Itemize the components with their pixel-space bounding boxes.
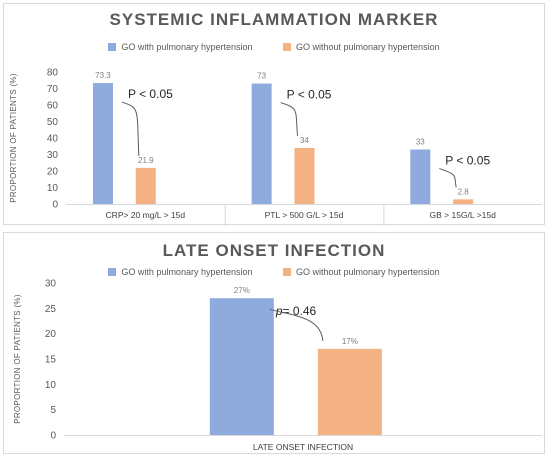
y-axis-label: PROPORTION OF PATIENTS (%): [9, 73, 18, 203]
bar-with-ph: [92, 83, 113, 204]
x-tick-label: PTL > 500 G/L > 15d: [265, 210, 344, 220]
legend-swatch: [283, 43, 291, 51]
legend-swatch: [283, 268, 291, 276]
y-tick-label: 30: [47, 150, 59, 161]
chart-plot-inflammation: 0 10 20 30 40 50 60 70 80 PROPORTION OF PATIENTS …: [9, 68, 542, 226]
data-label: 73.3: [95, 71, 111, 80]
y-tick-label: 10: [45, 380, 57, 391]
data-label: 33: [416, 138, 425, 147]
data-label: 21.9: [138, 156, 154, 165]
y-tick-label: 0: [50, 431, 56, 442]
legend-swatch: [108, 43, 117, 51]
legend-item-without-ph: GO without pulmonary hypertension: [283, 267, 440, 277]
y-tick-label: 5: [50, 405, 56, 416]
chart-panel-infection: LATE ONSET INFECTION GO with pulmonary h…: [3, 232, 545, 454]
significance-connector: [280, 102, 298, 136]
chart-panel-inflammation: SYSTEMIC INFLAMMATION MARKER GO with pul…: [3, 3, 545, 226]
y-tick-label: 80: [47, 68, 59, 79]
chart-title: SYSTEMIC INFLAMMATION MARKER: [109, 10, 439, 29]
legend-label: GO without pulmonary hypertension: [296, 267, 440, 277]
y-tick-label: 0: [52, 200, 58, 211]
significance-connector: [121, 101, 140, 156]
bar-without-ph: [317, 348, 382, 435]
y-tick-label: 10: [47, 183, 59, 194]
chart-legend: GO with pulmonary hypertension GO withou…: [4, 267, 544, 277]
legend-label: GO with pulmonary hypertension: [121, 42, 253, 52]
chart-title: LATE ONSET INFECTION: [162, 241, 386, 260]
y-tick-label: 15: [45, 355, 57, 366]
y-tick-label: 20: [47, 167, 59, 178]
bar-with-ph: [410, 149, 431, 204]
significance-annotation: P < 0.05: [445, 154, 490, 168]
y-axis-label: PROPORTION OF PATIENTS (%): [13, 294, 22, 424]
bar-without-ph: [453, 199, 474, 204]
legend-item-with-ph: GO with pulmonary hypertension: [108, 42, 252, 52]
legend-item-with-ph: GO with pulmonary hypertension: [108, 267, 252, 277]
data-label: 73: [257, 72, 266, 81]
data-label: 2.8: [458, 187, 470, 196]
data-label: 27%: [234, 286, 250, 295]
x-tick-label: CRP> 20 mg/L > 15d: [106, 210, 186, 220]
chart-plot-infection: 0 5 10 15 20 25 30 PROPORTION OF PATIENTS (%) 27…: [13, 279, 542, 452]
bar-with-ph: [209, 298, 274, 435]
chart-legend: GO with pulmonary hypertension GO withou…: [4, 42, 544, 52]
significance-annotation: P < 0.05: [287, 88, 332, 102]
significance-connector: [269, 308, 324, 341]
y-tick-label: 25: [45, 304, 57, 315]
significance-connector: [439, 168, 457, 188]
y-tick-label: 50: [47, 117, 59, 128]
y-tick-label: 30: [45, 279, 57, 290]
bar-with-ph: [251, 83, 272, 204]
y-tick-label: 40: [47, 134, 59, 145]
legend-item-without-ph: GO without pulmonary hypertension: [283, 42, 440, 52]
x-tick-label: GB > 15G/L >15d: [430, 210, 497, 220]
legend-label: GO without pulmonary hypertension: [296, 42, 440, 52]
significance-annotation: P < 0.05: [128, 87, 173, 101]
y-tick-label: 20: [45, 329, 57, 340]
legend-label: GO with pulmonary hypertension: [121, 267, 253, 277]
legend-swatch: [108, 268, 117, 276]
y-tick-label: 60: [47, 101, 59, 112]
bar-without-ph: [294, 147, 315, 204]
y-tick-label: 70: [47, 84, 59, 95]
data-label: 34: [300, 136, 309, 145]
data-label: 17%: [342, 337, 358, 346]
x-tick-label: LATE ONSET INFECTION: [253, 442, 353, 452]
annotation-value: = 0.46: [283, 304, 317, 318]
bar-without-ph: [135, 167, 156, 204]
